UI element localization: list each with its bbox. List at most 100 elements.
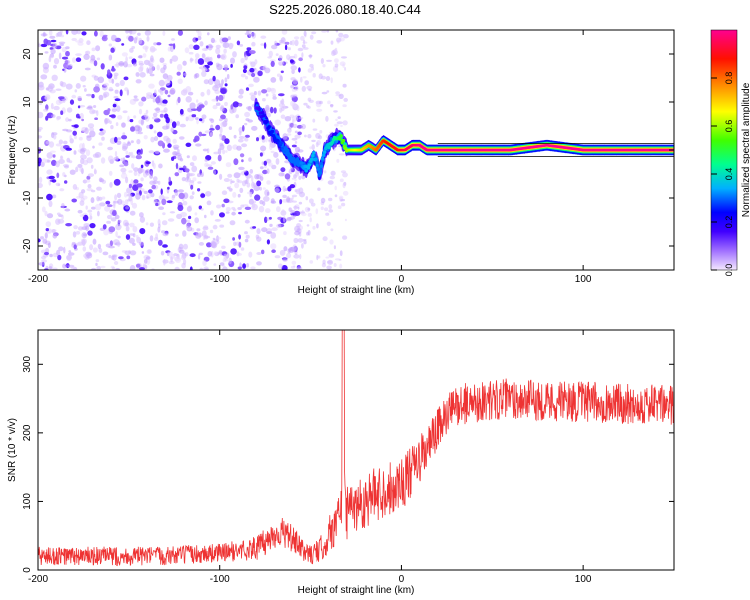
heatmap-noise-cell — [52, 132, 58, 136]
heatmap-noise-cell — [52, 267, 58, 270]
heatmap-noise-cell — [46, 213, 54, 219]
heatmap-noise-cell — [307, 97, 312, 102]
heatmap-noise-cell — [249, 169, 254, 174]
heatmap-noise-cell — [179, 167, 184, 171]
heatmap-noise-cell — [114, 63, 120, 67]
heatmap-noise-cell — [339, 263, 343, 269]
heatmap-noise-cell — [55, 160, 60, 168]
heatmap-noise-cell — [321, 91, 328, 95]
heatmap-noise-cell — [219, 106, 225, 112]
heatmap-noise-cell — [264, 135, 268, 143]
heatmap-noise-cell — [157, 131, 163, 138]
heatmap-noise-cell — [90, 164, 94, 169]
heatmap-noise-cell — [274, 184, 280, 188]
heatmap-noise-cell — [286, 196, 290, 203]
heatmap-noise-cell — [153, 163, 156, 170]
heatmap-noise-cell — [215, 47, 221, 55]
heatmap-noise-cell — [274, 119, 282, 126]
heatmap-noise-cell — [197, 181, 202, 184]
heatmap-noise-cell — [328, 209, 334, 213]
heatmap-noise-cell — [316, 108, 323, 112]
heatmap-noise-cell — [284, 116, 292, 122]
heatmap-noise-cell — [163, 148, 170, 153]
heatmap-noise-cell — [171, 55, 179, 62]
heatmap-noise-cell — [337, 116, 341, 119]
heatmap-noise-cell — [251, 125, 258, 131]
heatmap-noise-cell — [325, 115, 329, 122]
heatmap-noise-cell — [87, 173, 94, 178]
heatmap-noise-cell — [181, 177, 186, 182]
heatmap-noise-cell — [293, 265, 296, 268]
heatmap-noise-cell — [80, 154, 87, 160]
heatmap-noise-cell — [213, 151, 219, 155]
heatmap-noise-cell — [230, 104, 234, 110]
heatmap-noise-cell — [83, 223, 90, 227]
heatmap-noise-cell — [149, 180, 157, 186]
heatmap-noise-cell — [40, 236, 44, 240]
heatmap-noise-cell — [140, 164, 144, 169]
heatmap-noise-cell — [98, 142, 103, 146]
y-tick-label: 100 — [22, 493, 33, 510]
heatmap-noise-cell — [82, 85, 86, 88]
heatmap-noise-cell — [46, 169, 53, 175]
heatmap-noise-cell — [39, 100, 43, 106]
heatmap-noise-cell — [236, 145, 242, 151]
heatmap-noise-cell — [334, 58, 339, 63]
heatmap-noise-cell — [122, 132, 126, 136]
heatmap-noise-cell — [238, 211, 242, 215]
heatmap-noise-cell — [223, 48, 227, 54]
heatmap-noise-cell — [307, 68, 313, 73]
heatmap-noise-cell — [146, 193, 152, 199]
heatmap-noise-cell — [153, 42, 158, 46]
heatmap-noise-cell — [243, 170, 247, 173]
heatmap-noise-cell — [106, 220, 111, 224]
heatmap-noise-cell — [160, 188, 163, 195]
heatmap-noise-cell — [108, 54, 111, 61]
heatmap-noise-cell — [259, 166, 264, 170]
heatmap-noise-cell — [145, 161, 151, 165]
heatmap-noise-cell — [110, 114, 116, 119]
heatmap-noise-cell — [174, 189, 179, 196]
heatmap-noise-cell — [61, 215, 64, 220]
heatmap-noise-cell — [65, 46, 70, 50]
heatmap-noise-cell — [138, 108, 143, 115]
heatmap-noise-cell — [310, 202, 316, 207]
heatmap-noise-cell — [177, 189, 184, 193]
heatmap-noise-cell — [162, 196, 170, 200]
x-tick-label: -200 — [28, 274, 48, 285]
heatmap-noise-cell — [120, 157, 125, 162]
heatmap-noise-cell — [302, 238, 307, 241]
heatmap-noise-cell — [262, 187, 266, 190]
heatmap-noise-cell — [41, 256, 47, 260]
heatmap-noise-cell — [320, 58, 324, 64]
heatmap-noise-cell — [261, 227, 268, 233]
snr-series-line — [38, 330, 674, 567]
heatmap-noise-cell — [79, 112, 84, 120]
heatmap-noise-cell — [278, 93, 285, 97]
heatmap-ridge-cell — [260, 110, 265, 115]
heatmap-noise-cell — [282, 185, 286, 192]
heatmap-noise-cell — [266, 191, 270, 196]
heatmap-noise-cell — [48, 266, 53, 270]
heatmap-noise-cell — [80, 238, 87, 245]
heatmap-noise-cell — [189, 162, 195, 167]
heatmap-noise-cell — [176, 64, 183, 71]
heatmap-noise-cell — [160, 67, 166, 74]
heatmap-noise-cell — [45, 228, 49, 232]
heatmap-noise-cell — [50, 39, 57, 43]
heatmap-noise-cell — [158, 223, 161, 229]
heatmap-noise-cell — [266, 239, 270, 245]
heatmap-noise-cell — [238, 241, 242, 248]
heatmap-noise-cell — [98, 177, 103, 183]
heatmap-ridge-cell — [330, 140, 335, 144]
heatmap-noise-cell — [266, 231, 273, 234]
heatmap-noise-cell — [137, 152, 141, 157]
heatmap-noise-cell — [237, 207, 242, 210]
heatmap-noise-cell — [76, 242, 83, 246]
heatmap-noise-cell — [168, 260, 175, 265]
heatmap-noise-cell — [179, 136, 185, 140]
heatmap-noise-cell — [265, 93, 269, 97]
heatmap-noise-cell — [195, 30, 200, 33]
heatmap-noise-cell — [293, 36, 300, 40]
heatmap-noise-cell — [85, 205, 88, 210]
